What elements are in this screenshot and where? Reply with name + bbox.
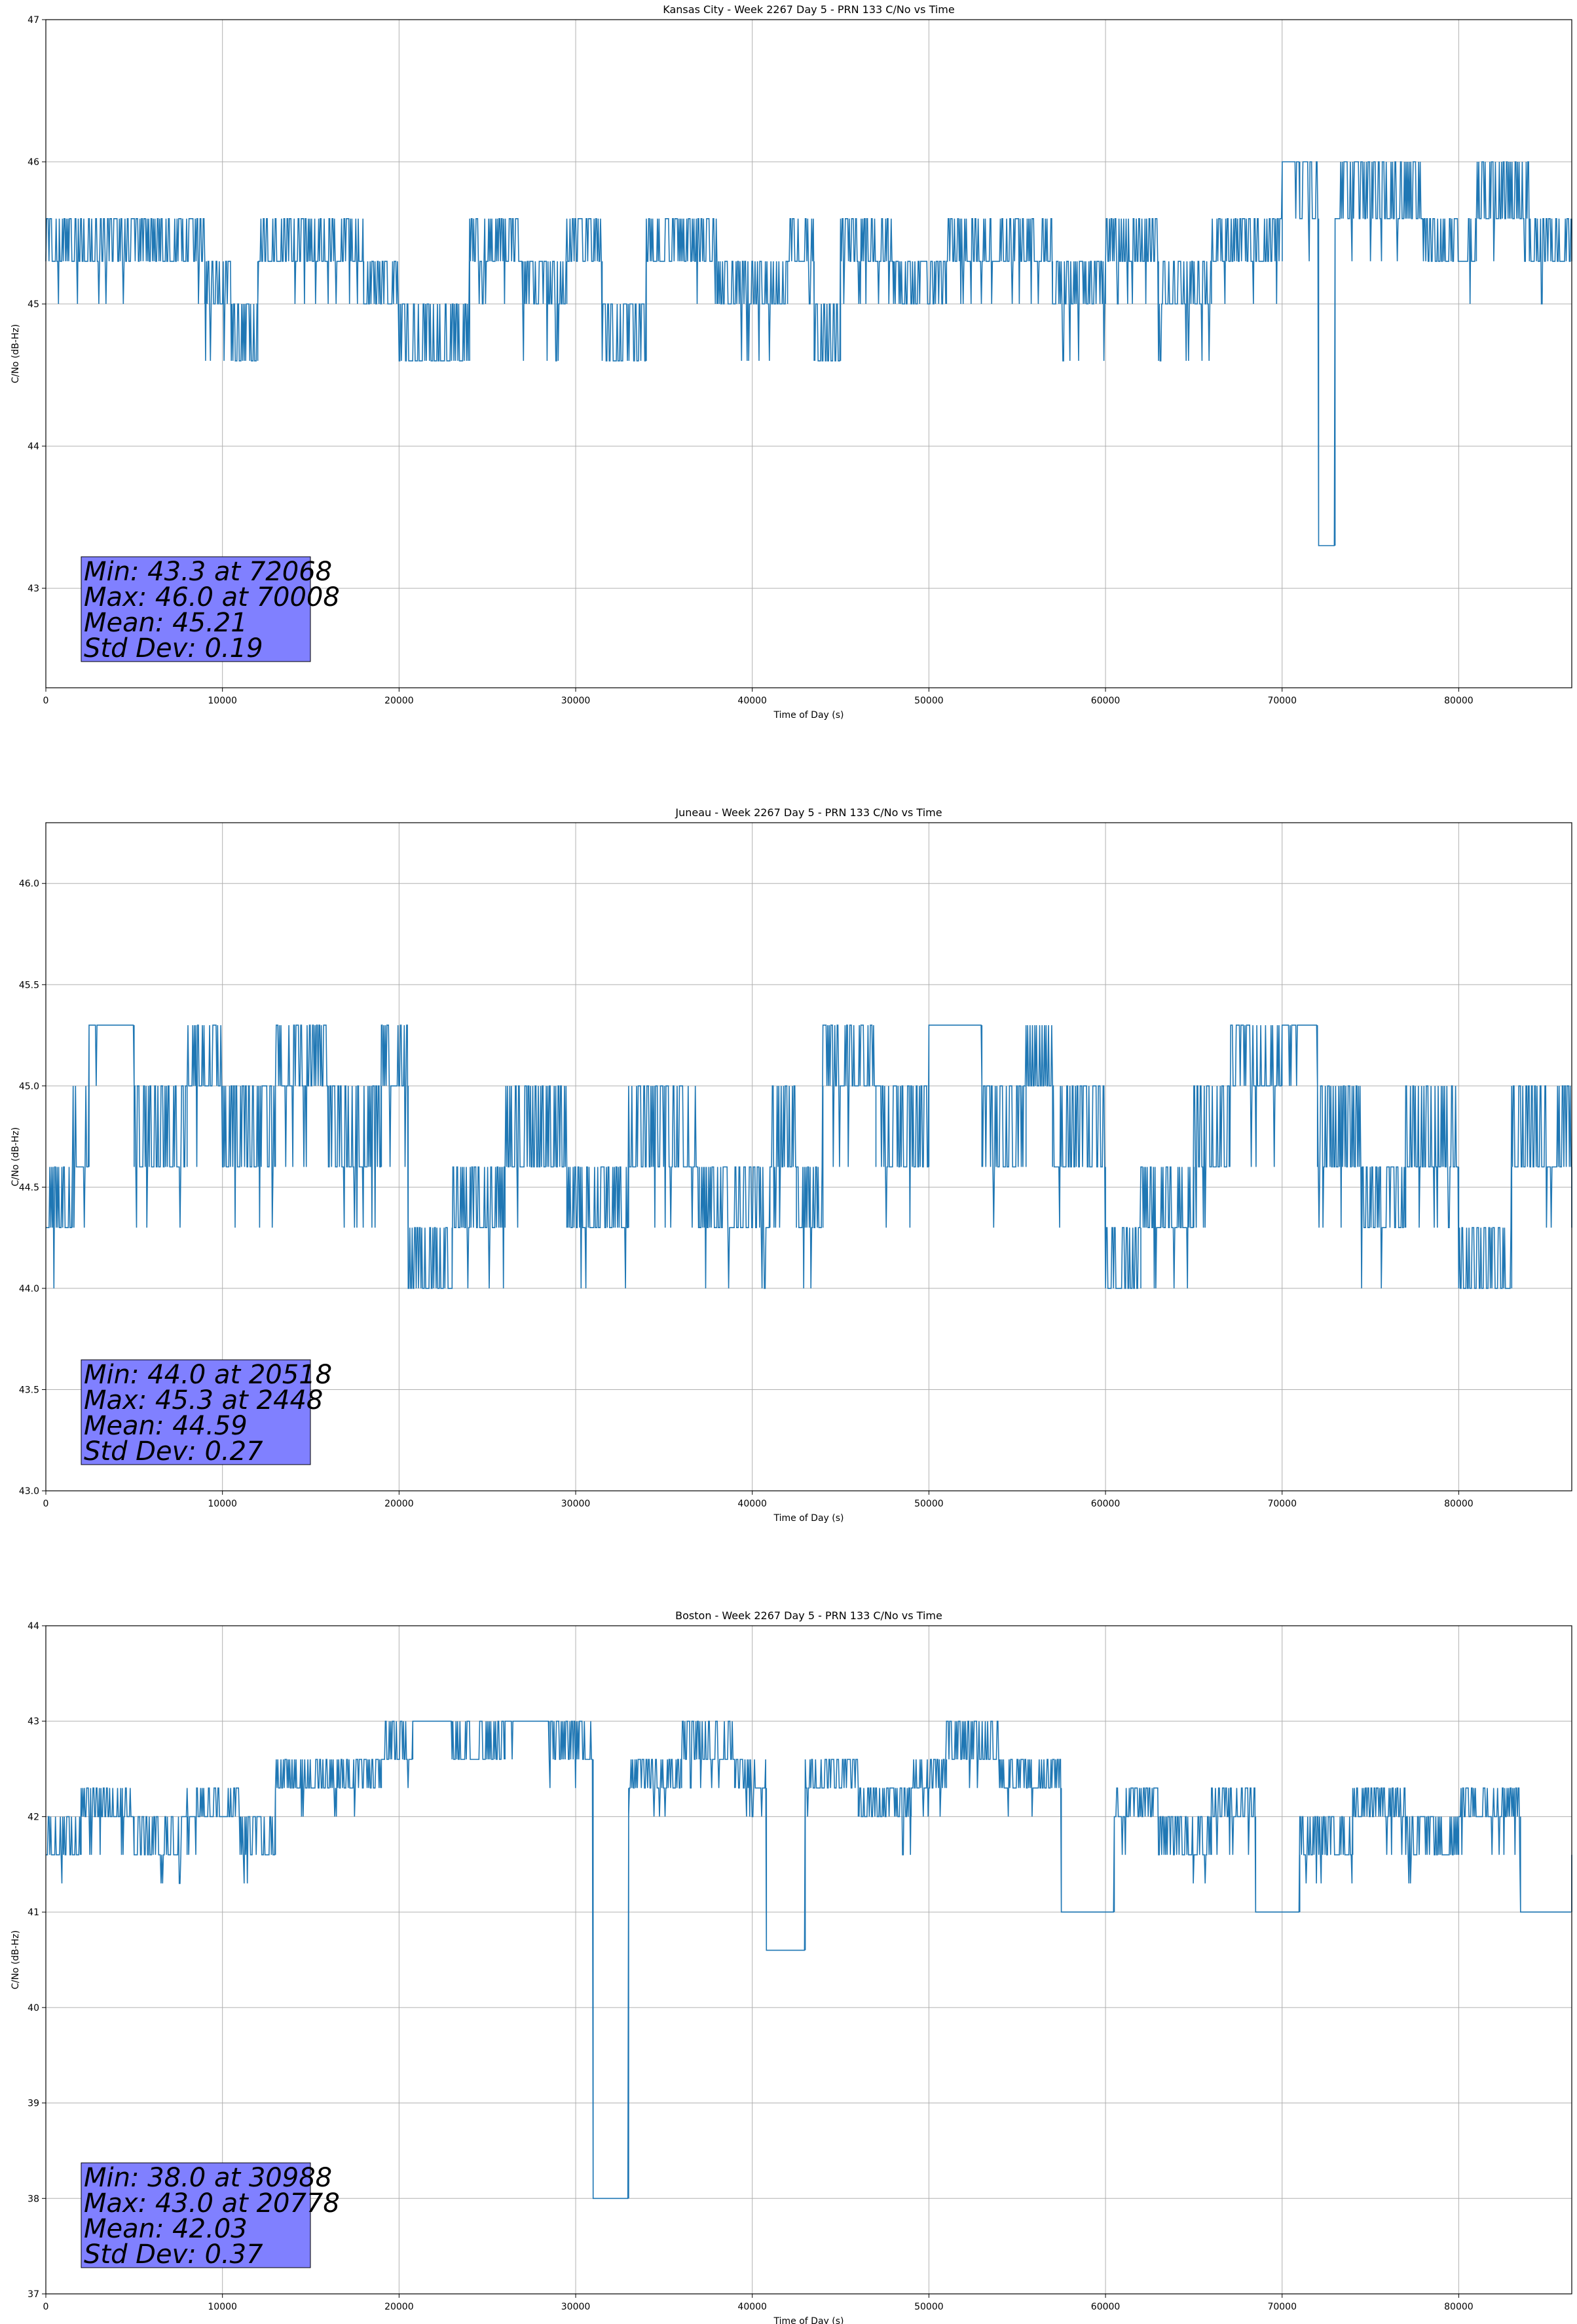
x-tick-label: 20000: [384, 1499, 414, 1509]
y-tick-label: 45.5: [19, 980, 39, 990]
x-tick-label: 70000: [1267, 696, 1297, 706]
y-tick-label: 43.0: [19, 1486, 39, 1497]
plot-frame: [45, 19, 1572, 688]
x-tick-label: 50000: [914, 1499, 944, 1509]
chart-title: Boston - Week 2267 Day 5 - PRN 133 C/No …: [675, 1609, 942, 1622]
x-tick-label: 60000: [1091, 696, 1121, 706]
stats-mean: Mean: 45.21: [84, 608, 248, 638]
y-axis-label: C/No (dB-Hz): [10, 1930, 21, 1989]
x-tick-label: 10000: [208, 1499, 237, 1509]
cno-series-line: [45, 161, 1572, 546]
x-tick-label: 20000: [384, 696, 414, 706]
x-axis-label: Time of Day (s): [773, 710, 844, 721]
x-tick-label: 60000: [1091, 2302, 1121, 2312]
stats-std: Std Dev: 0.37: [84, 2240, 263, 2270]
y-tick-label: 41: [28, 1907, 39, 1918]
x-tick-label: 20000: [384, 2302, 414, 2312]
y-tick-label: 44.0: [19, 1284, 39, 1294]
x-tick-label: 80000: [1444, 696, 1474, 706]
chart-2: Juneau - Week 2267 Day 5 - PRN 133 C/No …: [10, 806, 1572, 1524]
y-tick-label: 43: [28, 1717, 39, 1727]
x-tick-label: 10000: [208, 696, 237, 706]
chart-title: Juneau - Week 2267 Day 5 - PRN 133 C/No …: [675, 806, 942, 819]
x-tick-label: 70000: [1267, 2302, 1297, 2312]
stats-min: Min: 38.0 at 30988: [84, 2163, 332, 2193]
x-tick-label: 0: [43, 1499, 49, 1509]
y-tick-label: 45: [28, 299, 39, 310]
stats-box: [81, 1359, 311, 1465]
chart-title: Kansas City - Week 2267 Day 5 - PRN 133 …: [663, 3, 954, 16]
x-tick-label: 0: [43, 2302, 49, 2312]
x-tick-label: 10000: [208, 2302, 237, 2312]
y-tick-label: 43.5: [19, 1385, 39, 1395]
y-tick-label: 43: [28, 584, 39, 594]
x-tick-label: 50000: [914, 2302, 944, 2312]
plot-frame: [45, 1625, 1572, 2295]
x-tick-label: 50000: [914, 696, 944, 706]
x-tick-label: 80000: [1444, 1499, 1474, 1509]
y-tick-label: 40: [28, 2003, 39, 2014]
y-tick-label: 39: [28, 2099, 39, 2109]
stats-min: Min: 44.0 at 20518: [84, 1360, 332, 1390]
y-tick-label: 46.0: [19, 879, 39, 890]
stats-max: Max: 43.0 at 20778: [84, 2188, 340, 2219]
chart-1: Kansas City - Week 2267 Day 5 - PRN 133 …: [10, 3, 1572, 721]
chart-3: Boston - Week 2267 Day 5 - PRN 133 C/No …: [10, 1609, 1572, 2324]
plot-frame: [45, 822, 1572, 1491]
x-axis-label: Time of Day (s): [773, 1513, 844, 1524]
stats-mean: Mean: 44.59: [84, 1411, 248, 1441]
x-tick-label: 30000: [561, 2302, 591, 2312]
stats-max: Max: 45.3 at 2448: [84, 1385, 323, 1415]
y-tick-label: 44.5: [19, 1182, 39, 1193]
stats-box: [81, 556, 311, 662]
x-tick-label: 70000: [1267, 1499, 1297, 1509]
stats-min: Min: 43.3 at 72068: [84, 557, 332, 587]
y-tick-label: 46: [28, 157, 39, 168]
x-tick-label: 30000: [561, 696, 591, 706]
x-axis-label: Time of Day (s): [773, 2316, 844, 2324]
y-tick-label: 42: [28, 1812, 39, 1822]
stats-mean: Mean: 42.03: [84, 2214, 248, 2244]
x-tick-label: 40000: [737, 696, 767, 706]
x-tick-label: 0: [43, 696, 49, 706]
x-tick-label: 40000: [737, 1499, 767, 1509]
y-tick-label: 44: [28, 1621, 39, 1632]
y-tick-label: 37: [28, 2289, 39, 2300]
stats-max: Max: 46.0 at 70008: [84, 582, 340, 612]
x-tick-label: 60000: [1091, 1499, 1121, 1509]
y-tick-label: 44: [28, 441, 39, 452]
y-axis-label: C/No (dB-Hz): [10, 324, 21, 383]
y-axis-label: C/No (dB-Hz): [10, 1127, 21, 1186]
x-tick-label: 80000: [1444, 2302, 1474, 2312]
y-tick-label: 47: [28, 15, 39, 26]
stats-std: Std Dev: 0.19: [84, 633, 263, 664]
y-tick-label: 45.0: [19, 1081, 39, 1092]
y-tick-label: 38: [28, 2194, 39, 2204]
x-tick-label: 30000: [561, 1499, 591, 1509]
x-tick-label: 40000: [737, 2302, 767, 2312]
cno-series-line: [46, 1720, 1572, 2200]
stats-box: [81, 2162, 311, 2268]
cno-series-line: [46, 1024, 1572, 1289]
stats-std: Std Dev: 0.27: [84, 1436, 263, 1467]
